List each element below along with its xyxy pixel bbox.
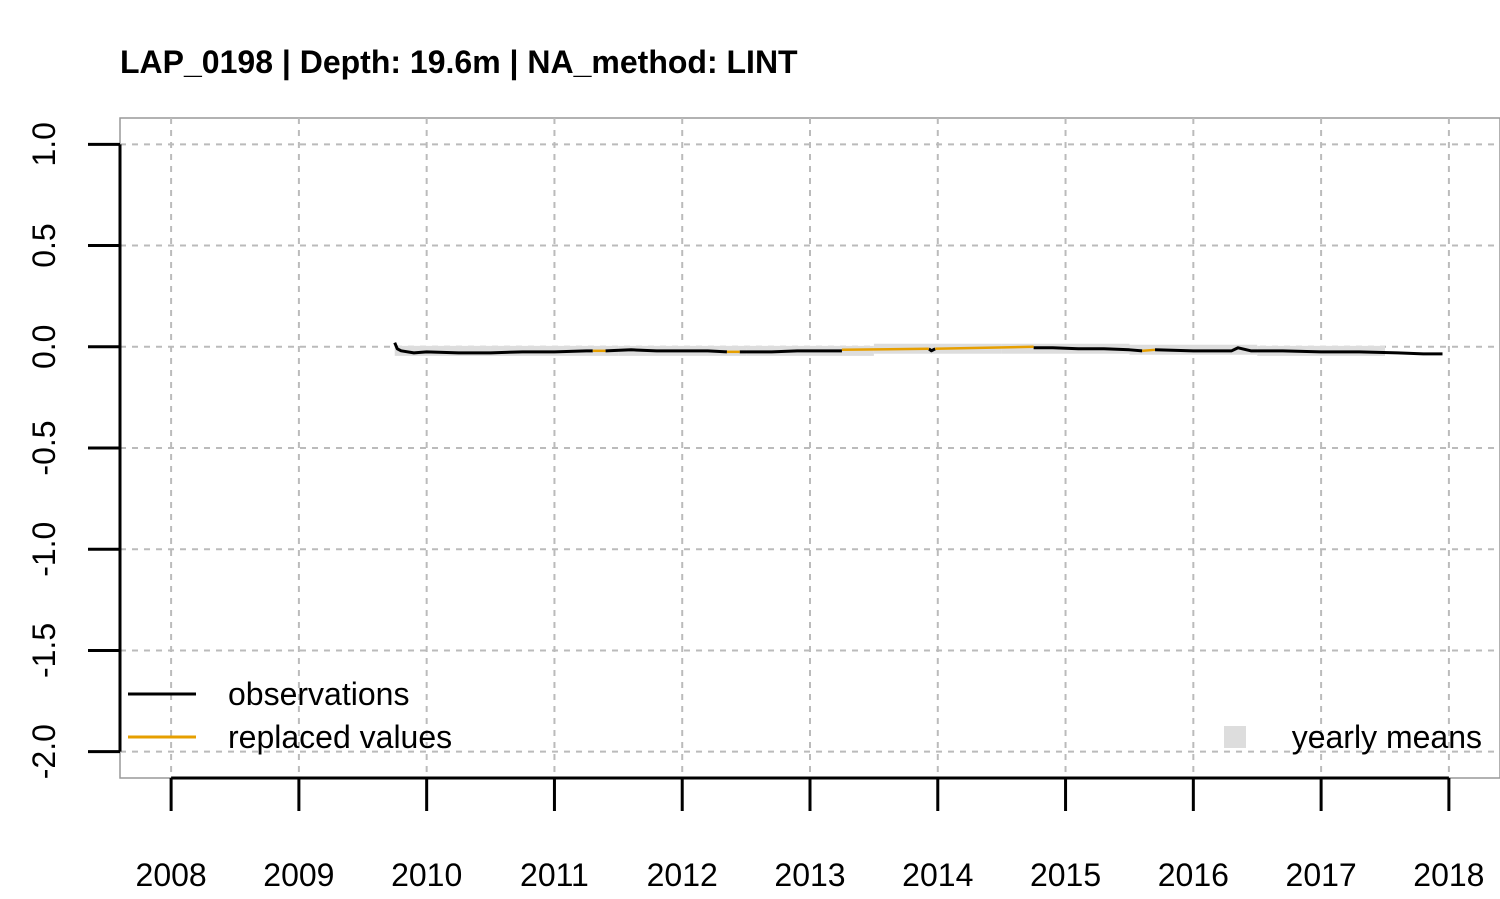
y-tick-label: -1.0 xyxy=(26,522,62,577)
y-tick-label: 0.0 xyxy=(26,325,62,369)
legend-label: replaced values xyxy=(228,719,452,755)
observations-line xyxy=(605,348,728,354)
x-tick-label: 2015 xyxy=(1030,857,1101,893)
observations-line xyxy=(1033,346,1143,353)
y-tick-label: -2.0 xyxy=(26,724,62,779)
observations-line xyxy=(739,349,842,354)
x-tick-label: 2017 xyxy=(1286,857,1357,893)
x-tick-label: 2009 xyxy=(263,857,334,893)
x-tick-label: 2011 xyxy=(520,857,589,893)
x-tick-label: 2008 xyxy=(136,857,207,893)
x-tick-label: 2013 xyxy=(774,857,845,893)
legend-label: observations xyxy=(228,676,409,712)
x-tick-label: 2016 xyxy=(1158,857,1229,893)
y-tick-label: 0.5 xyxy=(26,223,62,267)
grid-lines xyxy=(120,118,1500,778)
x-tick-label: 2012 xyxy=(647,857,718,893)
replaced-values-line xyxy=(935,345,1034,351)
legend-swatch xyxy=(1224,726,1246,748)
y-tick-label: -0.5 xyxy=(26,420,62,475)
observations-line xyxy=(927,347,936,353)
x-axis: 2008 2009 2010 2011 2012 2013 2014 2015 2016 2017… xyxy=(136,776,1484,893)
replaced-values-line xyxy=(841,347,929,352)
observations-line xyxy=(1154,346,1443,356)
x-tick-label: 2010 xyxy=(391,857,462,893)
x-tick-label: 2014 xyxy=(902,857,973,893)
x-tick-label: 2018 xyxy=(1413,857,1484,893)
observations-line xyxy=(393,342,593,355)
series-lines xyxy=(393,342,1443,356)
y-tick-label: -1.5 xyxy=(26,623,62,678)
chart-title: LAP_0198 | Depth: 19.6m | NA_method: LIN… xyxy=(120,44,798,80)
y-tick-label: 1.0 xyxy=(26,122,62,166)
legend: observations replaced values yearly means xyxy=(128,676,1482,755)
replaced-values-line xyxy=(1142,348,1156,353)
legend-label: yearly means xyxy=(1292,719,1482,755)
y-axis: -2.0 -1.5 -1.0 -0.5 0.0 0.5 1.0 xyxy=(26,122,122,779)
